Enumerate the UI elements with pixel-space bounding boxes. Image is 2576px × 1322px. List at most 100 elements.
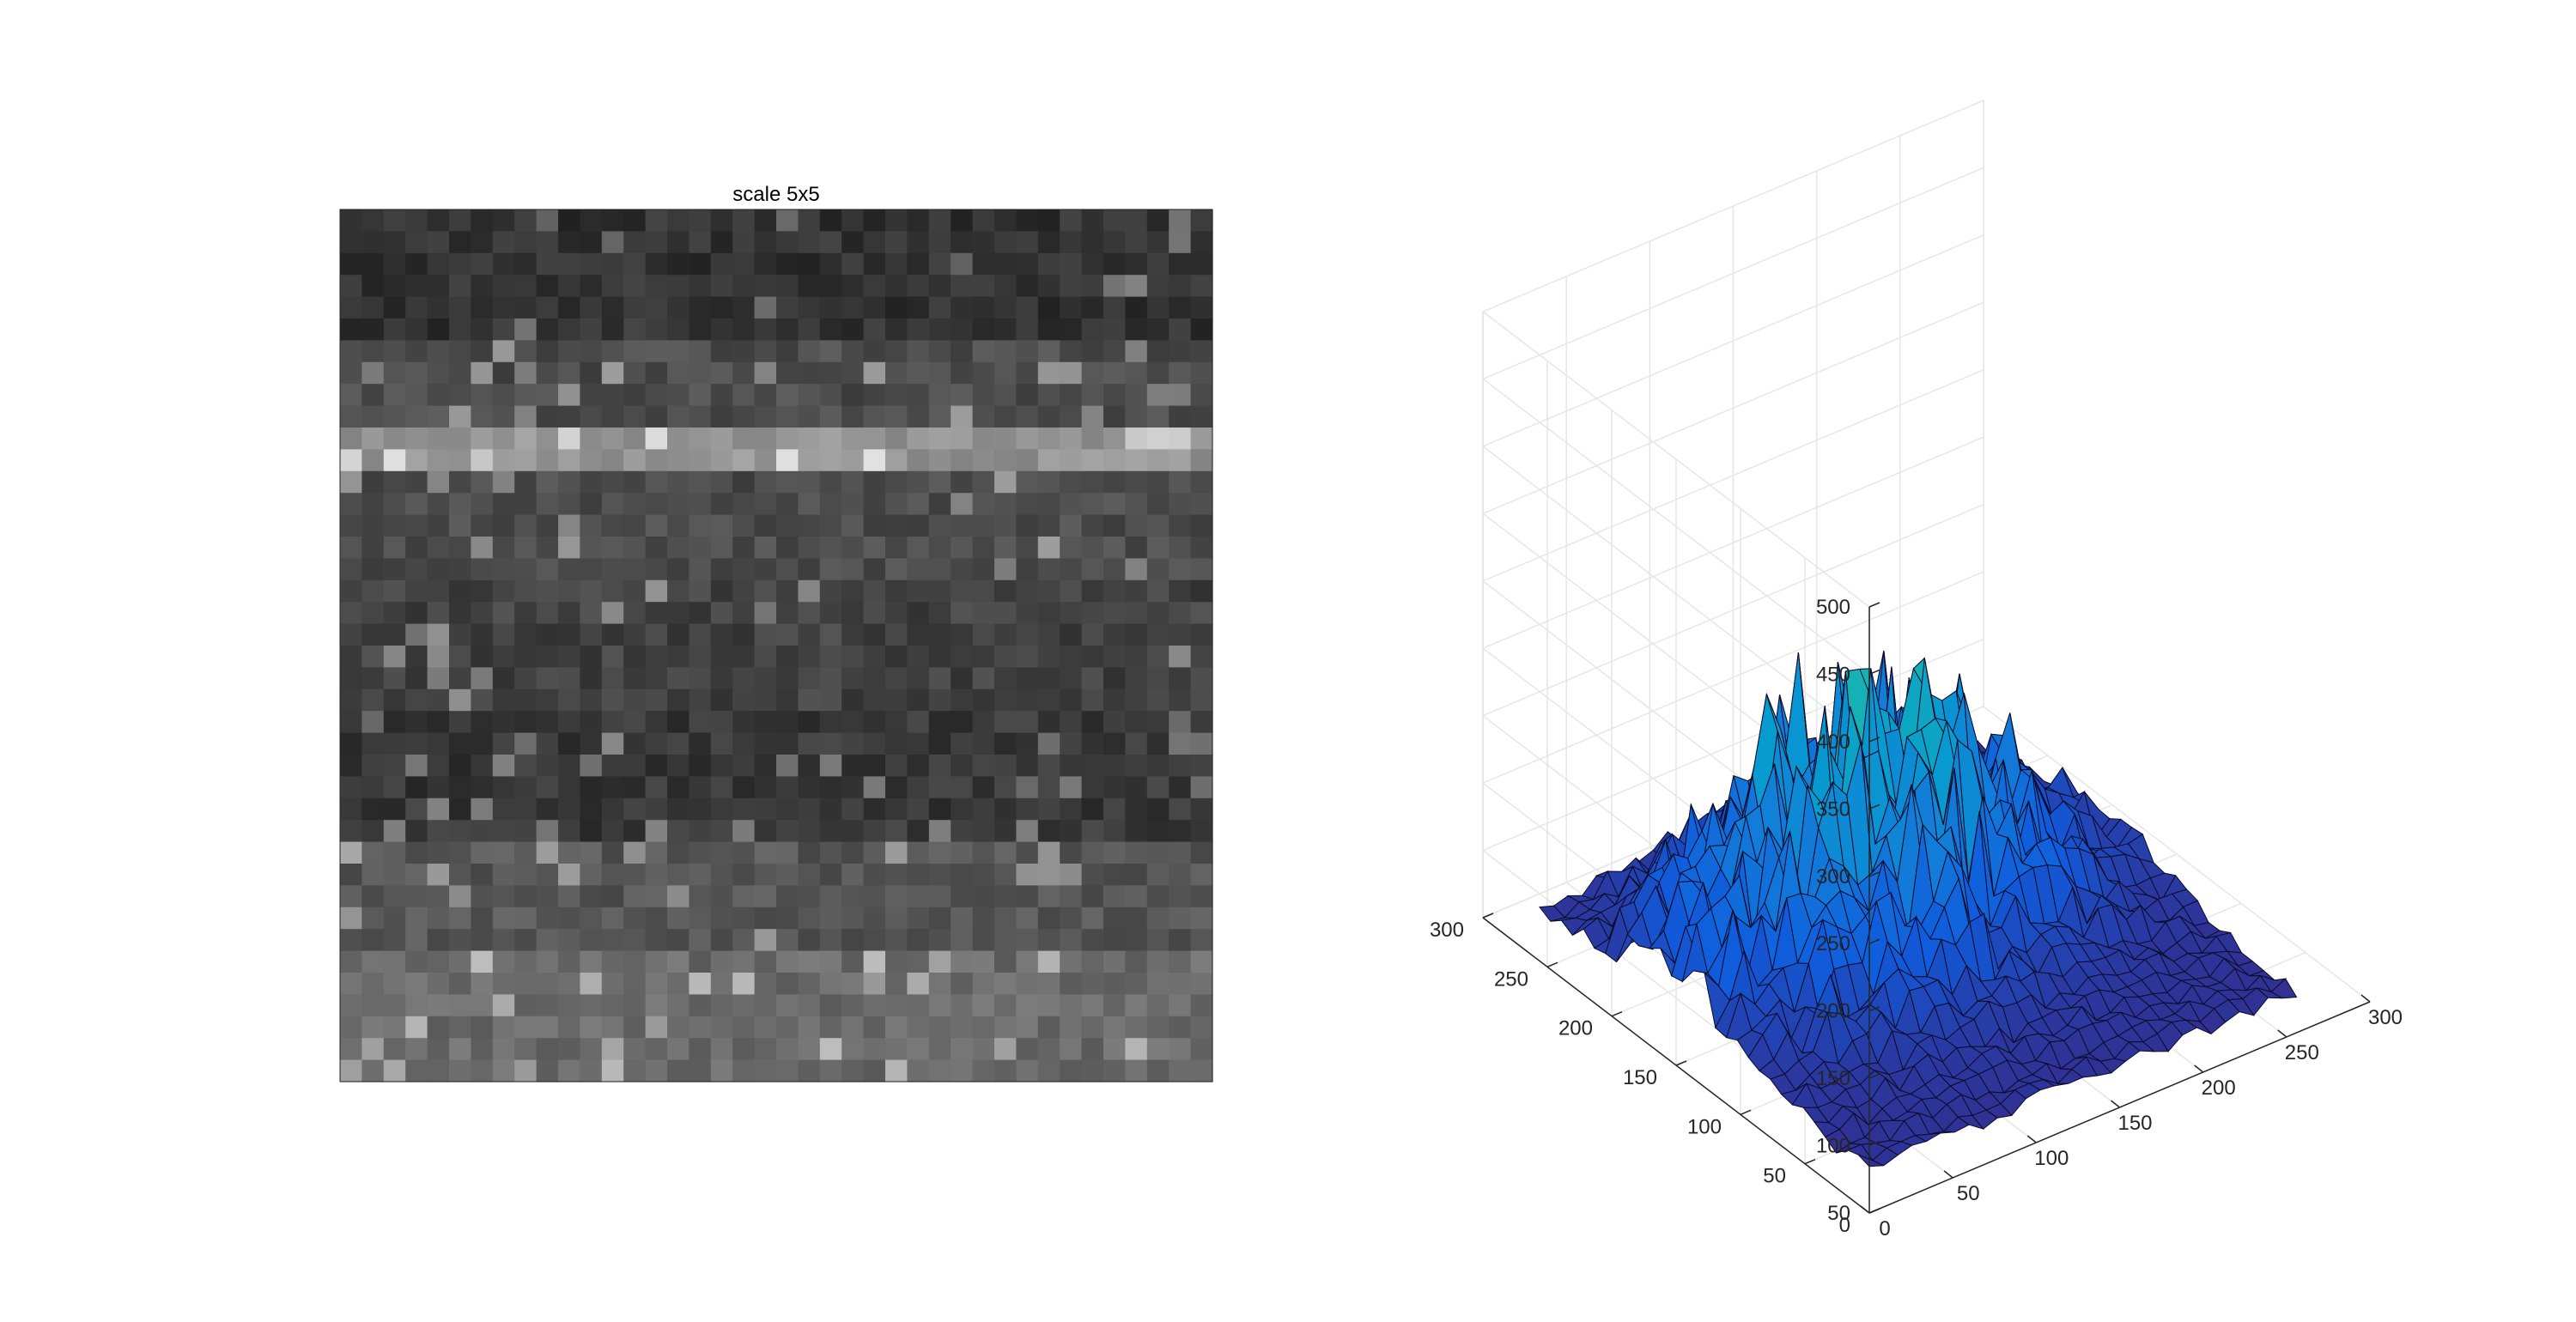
image-cell (907, 688, 930, 712)
image-cell (710, 755, 733, 777)
image-cell (776, 688, 799, 712)
image-cell (1125, 755, 1148, 777)
image-cell (1081, 885, 1104, 908)
image-cell (754, 711, 777, 734)
image-cell (1146, 428, 1170, 450)
image-cell (710, 732, 733, 755)
image-cell (1060, 493, 1083, 516)
image-cell (689, 558, 712, 581)
image-cell (405, 361, 428, 385)
image-cell (928, 646, 951, 668)
image-cell (1081, 361, 1104, 385)
image-cell (645, 558, 668, 581)
image-cell (1190, 885, 1213, 908)
image-cell (732, 864, 756, 886)
image-cell (841, 711, 865, 734)
image-cell (580, 209, 603, 232)
image-cell (623, 667, 647, 690)
image-cell (819, 296, 842, 319)
image-cell (1037, 994, 1060, 1017)
image-cell (514, 493, 538, 516)
image-cell (667, 907, 690, 930)
image-cell (885, 907, 908, 930)
image-cell (928, 602, 951, 625)
x-tick-label: 0 (1879, 1217, 1890, 1240)
image-cell (427, 537, 450, 559)
image-cell (798, 820, 821, 843)
image-cell (383, 1016, 406, 1039)
image-cell (776, 1038, 799, 1061)
image-cell (710, 1038, 733, 1061)
image-cell (536, 428, 559, 450)
image-cell (492, 579, 515, 603)
image-cell (623, 646, 647, 668)
image-cell (928, 755, 951, 777)
image-cell (1016, 384, 1039, 407)
image-cell (907, 318, 930, 341)
image-cell (994, 864, 1017, 886)
image-cell (732, 732, 756, 755)
image-cell (841, 449, 865, 472)
image-cell (601, 1038, 624, 1061)
image-cell (885, 602, 908, 625)
image-cell (449, 1059, 471, 1082)
image-cell (623, 514, 647, 537)
image-cell (645, 755, 668, 777)
image-cell (972, 579, 995, 603)
image-cell (580, 732, 603, 755)
image-cell (1125, 449, 1148, 472)
image-cell (689, 361, 712, 385)
image-cell (1125, 973, 1148, 995)
image-cell (645, 579, 668, 603)
image-cell (907, 1059, 930, 1082)
image-cell (340, 318, 362, 341)
image-cell (885, 820, 908, 843)
image-cell (1103, 797, 1126, 821)
image-cell (514, 776, 538, 799)
image-cell (732, 231, 756, 254)
image-cell (623, 252, 647, 276)
image-cell (710, 994, 733, 1017)
image-cell (1060, 929, 1083, 952)
image-cell (972, 1016, 995, 1039)
image-cell (645, 646, 668, 668)
image-cell (1081, 340, 1104, 363)
image-cell (1125, 296, 1148, 319)
image-cell (361, 841, 385, 864)
image-cell (471, 514, 494, 537)
image-cell (405, 579, 428, 603)
image-cell (710, 667, 733, 690)
image-cell (340, 950, 362, 973)
image-cell (514, 1038, 538, 1061)
image-cell (994, 950, 1017, 973)
image-cell (1060, 558, 1083, 581)
image-cell (645, 537, 668, 559)
image-cell (1037, 755, 1060, 777)
image-cell (1081, 994, 1104, 1017)
image-cell (1125, 864, 1148, 886)
z-tick-label: 500 (1816, 596, 1850, 619)
image-cell (885, 318, 908, 341)
image-cell (667, 579, 690, 603)
image-cell (754, 973, 777, 995)
image-cell (536, 252, 559, 276)
image-cell (1190, 252, 1213, 276)
image-cell (863, 318, 886, 341)
z-tick-label: 250 (1816, 932, 1850, 955)
image-cell (471, 296, 494, 319)
image-cell (776, 776, 799, 799)
image-cell (1037, 340, 1060, 363)
image-cell (951, 797, 974, 821)
image-cell (471, 405, 494, 428)
image-cell (863, 537, 886, 559)
image-cell (928, 470, 951, 494)
image-cell (710, 1059, 733, 1082)
image-cell (580, 776, 603, 799)
image-cell (514, 579, 538, 603)
image-cell (492, 1016, 515, 1039)
image-cell (994, 340, 1017, 363)
image-cell (471, 711, 494, 734)
image-cell (471, 231, 494, 254)
image-cell (601, 340, 624, 363)
image-cell (361, 252, 385, 276)
